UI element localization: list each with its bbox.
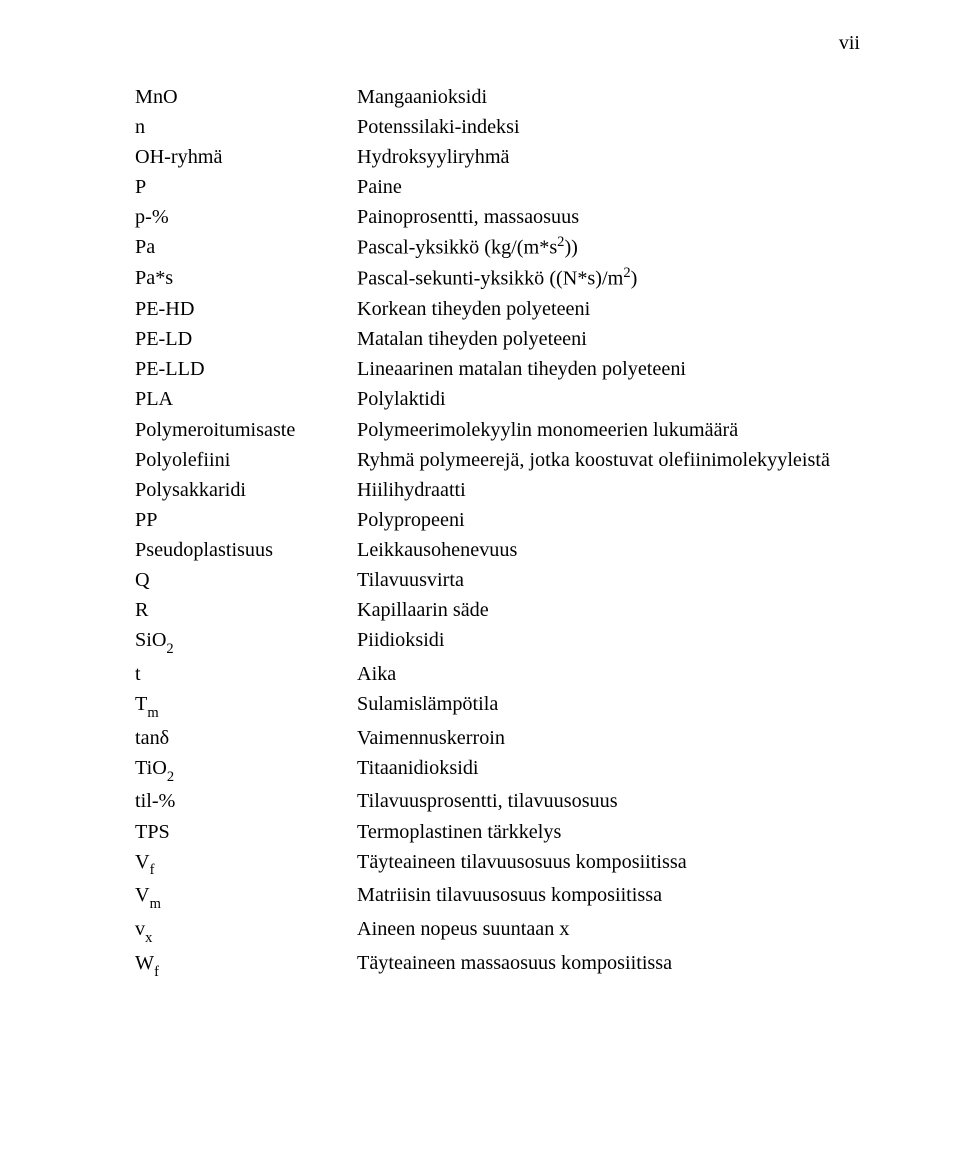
definition-row: PPaine xyxy=(135,172,870,202)
definition-row: VmMatriisin tilavuusosuus komposiitissa xyxy=(135,880,870,914)
term: til-% xyxy=(135,786,357,816)
description: Piidioksidi xyxy=(357,625,870,659)
definition-row: PE-HDKorkean tiheyden polyeteeni xyxy=(135,294,870,324)
term: MnO xyxy=(135,82,357,112)
definition-row: vxAineen nopeus suuntaan x xyxy=(135,914,870,948)
description: Termoplastinen tärkkelys xyxy=(357,817,870,847)
description: Leikkausohenevuus xyxy=(357,535,870,565)
description: Tilavuusprosentti, tilavuusosuus xyxy=(357,786,870,816)
definition-row: SiO2Piidioksidi xyxy=(135,625,870,659)
description: Lineaarinen matalan tiheyden polyeteeni xyxy=(357,354,870,384)
definition-row: WfTäyteaineen massaosuus komposiitissa xyxy=(135,948,870,982)
definition-row: PaPascal-yksikkö (kg/(m*s2)) xyxy=(135,232,870,263)
description: Paine xyxy=(357,172,870,202)
term: tanδ xyxy=(135,723,357,753)
term: n xyxy=(135,112,357,142)
definition-row: Pa*sPascal-sekunti-yksikkö ((N*s)/m2) xyxy=(135,263,870,294)
description: Hydroksyyliryhmä xyxy=(357,142,870,172)
term: t xyxy=(135,659,357,689)
term: Tm xyxy=(135,689,357,723)
definition-row: PolyolefiiniRyhmä polymeerejä, jotka koo… xyxy=(135,445,870,475)
definition-row: VfTäyteaineen tilavuusosuus komposiitiss… xyxy=(135,847,870,881)
term: PE-HD xyxy=(135,294,357,324)
term: PE-LLD xyxy=(135,354,357,384)
definition-row: p-%Painoprosentti, massaosuus xyxy=(135,202,870,232)
term: Polymeroitumisaste xyxy=(135,415,357,445)
definition-row: TPSTermoplastinen tärkkelys xyxy=(135,817,870,847)
page: vii MnOMangaanioksidinPotenssilaki-indek… xyxy=(0,0,960,1149)
description: Titaanidioksidi xyxy=(357,753,870,787)
description: Ryhmä polymeerejä, jotka koostuvat olefi… xyxy=(357,445,870,475)
definition-row: OH-ryhmäHydroksyyliryhmä xyxy=(135,142,870,172)
description: Pascal-sekunti-yksikkö ((N*s)/m2) xyxy=(357,263,870,294)
definition-row: nPotenssilaki-indeksi xyxy=(135,112,870,142)
term: Pa xyxy=(135,232,357,263)
description: Mangaanioksidi xyxy=(357,82,870,112)
definition-row: tAika xyxy=(135,659,870,689)
description: Sulamislämpötila xyxy=(357,689,870,723)
description: Polypropeeni xyxy=(357,505,870,535)
description: Täyteaineen tilavuusosuus komposiitissa xyxy=(357,847,870,881)
term: Q xyxy=(135,565,357,595)
definition-row: TmSulamislämpötila xyxy=(135,689,870,723)
term: TPS xyxy=(135,817,357,847)
description: Tilavuusvirta xyxy=(357,565,870,595)
definition-row: PseudoplastisuusLeikkausohenevuus xyxy=(135,535,870,565)
description: Aika xyxy=(357,659,870,689)
definition-row: RKapillaarin säde xyxy=(135,595,870,625)
description: Täyteaineen massaosuus komposiitissa xyxy=(357,948,870,982)
description: Matriisin tilavuusosuus komposiitissa xyxy=(357,880,870,914)
definition-row: tanδVaimennuskerroin xyxy=(135,723,870,753)
definition-row: PE-LLDLineaarinen matalan tiheyden polye… xyxy=(135,354,870,384)
definition-row: til-%Tilavuusprosentti, tilavuusosuus xyxy=(135,786,870,816)
definition-row: PE-LDMatalan tiheyden polyeteeni xyxy=(135,324,870,354)
description: Aineen nopeus suuntaan x xyxy=(357,914,870,948)
definitions-list: MnOMangaanioksidinPotenssilaki-indeksiOH… xyxy=(135,82,870,981)
term: p-% xyxy=(135,202,357,232)
term: PLA xyxy=(135,384,357,414)
definition-row: TiO2Titaanidioksidi xyxy=(135,753,870,787)
definition-row: PPPolypropeeni xyxy=(135,505,870,535)
term: R xyxy=(135,595,357,625)
term: Polyolefiini xyxy=(135,445,357,475)
description: Polymeerimolekyylin monomeerien lukumäär… xyxy=(357,415,870,445)
term: P xyxy=(135,172,357,202)
term: PE-LD xyxy=(135,324,357,354)
term: Vf xyxy=(135,847,357,881)
description: Painoprosentti, massaosuus xyxy=(357,202,870,232)
description: Matalan tiheyden polyeteeni xyxy=(357,324,870,354)
term: PP xyxy=(135,505,357,535)
description: Vaimennuskerroin xyxy=(357,723,870,753)
description: Pascal-yksikkö (kg/(m*s2)) xyxy=(357,232,870,263)
description: Korkean tiheyden polyeteeni xyxy=(357,294,870,324)
term: Vm xyxy=(135,880,357,914)
definition-row: PolymeroitumisastePolymeerimolekyylin mo… xyxy=(135,415,870,445)
term: Polysakkaridi xyxy=(135,475,357,505)
definition-row: QTilavuusvirta xyxy=(135,565,870,595)
definition-row: PolysakkaridiHiilihydraatti xyxy=(135,475,870,505)
definition-row: MnOMangaanioksidi xyxy=(135,82,870,112)
description: Polylaktidi xyxy=(357,384,870,414)
description: Kapillaarin säde xyxy=(357,595,870,625)
page-number: vii xyxy=(839,32,860,55)
description: Hiilihydraatti xyxy=(357,475,870,505)
definition-row: PLAPolylaktidi xyxy=(135,384,870,414)
term: Wf xyxy=(135,948,357,982)
description: Potenssilaki-indeksi xyxy=(357,112,870,142)
term: Pa*s xyxy=(135,263,357,294)
term: TiO2 xyxy=(135,753,357,787)
term: OH-ryhmä xyxy=(135,142,357,172)
term: SiO2 xyxy=(135,625,357,659)
term: Pseudoplastisuus xyxy=(135,535,357,565)
term: vx xyxy=(135,914,357,948)
